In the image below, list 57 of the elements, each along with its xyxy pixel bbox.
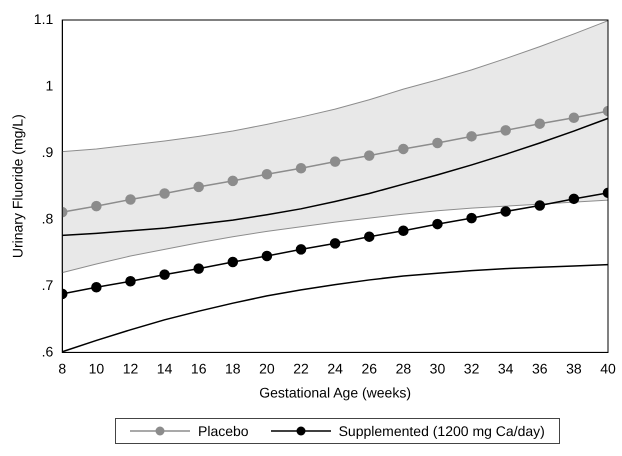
point	[125, 194, 136, 205]
legend-label: Placebo	[198, 423, 249, 439]
point	[159, 188, 170, 199]
point	[125, 276, 136, 287]
point	[364, 231, 374, 242]
y-tick-label: .7	[42, 276, 54, 293]
legend-label: Supplemented (1200 mg Ca/day)	[338, 423, 545, 439]
x-tick-label: 26	[361, 360, 378, 377]
point	[568, 112, 580, 123]
point	[500, 125, 511, 136]
y-tick-label: .8	[42, 210, 54, 226]
point	[228, 176, 238, 186]
point	[432, 138, 443, 148]
x-tick-label: 16	[190, 360, 207, 377]
x-tick-label: 24	[327, 360, 344, 377]
point	[466, 212, 477, 224]
x-tick-label: 38	[566, 360, 582, 377]
point	[193, 263, 204, 274]
x-tick-label: 14	[156, 360, 173, 377]
x-tick-label: 32	[464, 360, 480, 377]
point	[296, 244, 306, 255]
point	[398, 225, 409, 236]
x-tick-label: 8	[58, 360, 66, 377]
point	[466, 131, 477, 142]
x-tick-label: 20	[259, 360, 275, 377]
point	[91, 282, 102, 292]
y-tick-label: 1	[45, 77, 54, 94]
x-axis-title: Gestational Age (weeks)	[259, 384, 412, 400]
point	[534, 118, 546, 129]
point	[262, 168, 272, 180]
point	[534, 200, 546, 211]
point	[91, 200, 102, 212]
point	[193, 182, 204, 192]
x-tick-label: 10	[88, 360, 104, 377]
y-tick-label: .9	[42, 144, 54, 160]
x-tick-label: 22	[293, 360, 310, 377]
x-tick-label: 36	[532, 360, 548, 377]
point	[432, 218, 443, 230]
point	[500, 206, 511, 217]
point	[330, 238, 340, 249]
x-tick-label: 12	[122, 360, 138, 377]
point	[159, 269, 170, 280]
point	[330, 156, 340, 167]
x-tick-label: 40	[600, 360, 616, 377]
point	[228, 256, 238, 268]
point	[398, 144, 409, 154]
point	[296, 163, 306, 174]
point	[568, 194, 580, 204]
y-axis-title: Urinary Fluoride (mg/L)	[9, 114, 26, 258]
x-tick-label: 34	[498, 360, 514, 377]
x-tick-label: 30	[430, 360, 446, 377]
y-tick-label: 1.1	[34, 10, 54, 27]
point	[262, 250, 272, 262]
x-tick-label: 28	[396, 360, 412, 377]
point	[364, 150, 374, 161]
y-tick-label: .6	[42, 343, 54, 360]
x-tick-label: 18	[225, 360, 241, 377]
